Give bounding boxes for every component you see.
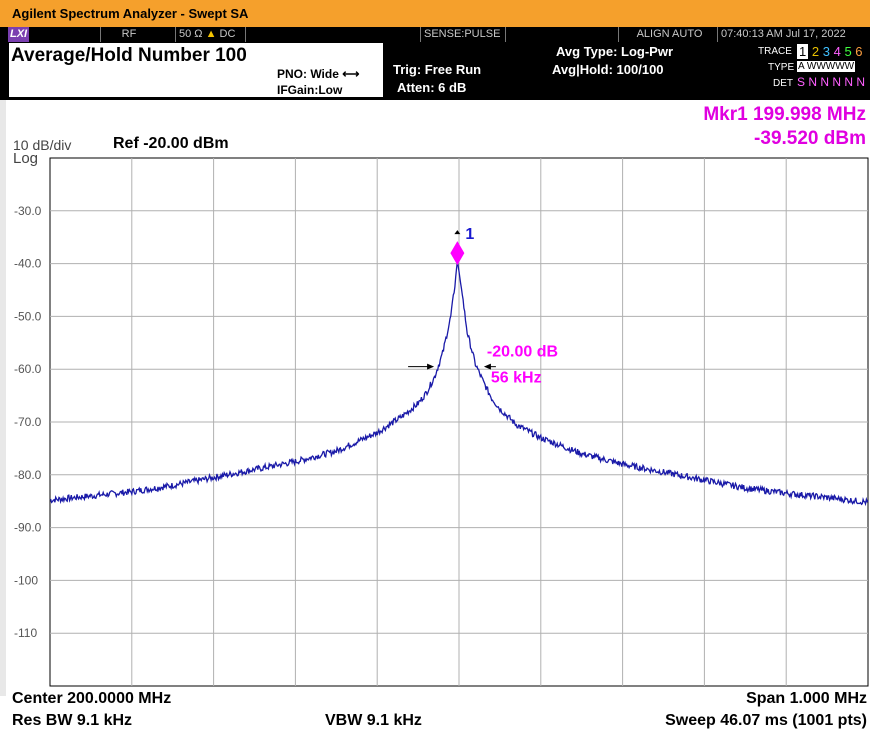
status-spacer [245,27,419,42]
trace-5[interactable]: 5 [844,44,852,59]
marker-freq-readout: Mkr1 199.998 MHz [703,104,866,125]
pno-label: PNO: Wide ⟷ [277,67,359,81]
setup-panel[interactable]: Average/Hold Number 100 PNO: Wide ⟷ IFGa… [9,43,383,97]
y-tick-label: -80.0 [14,468,42,482]
ref-level: Ref -20.00 dBm [113,135,229,152]
trace-label: TRACE [758,46,792,57]
trace-2[interactable]: 2 [811,44,820,59]
ndb-left-arrowhead [427,363,435,370]
scale-mode: Log [13,150,39,167]
status-bar: LXI RF 50 Ω ▲ DC SENSE:PULSE ALIGN AUTO … [0,27,870,42]
trigger-label: Trig: Free Run [393,62,482,77]
scale-per-div: 10 dB/div [13,137,72,153]
impedance-label: 50 Ω [179,28,203,40]
y-tick-labels: -30.0 -40.0 -50.0 -60.0 -70.0 -80.0 -90.0 -100 -… [14,204,42,640]
center-freq-label[interactable]: Center 200.0000 MHz [12,690,172,707]
trace-numbers[interactable]: 1 2 3 4 5 6 [797,44,863,59]
spectrum-plot[interactable]: -30.0 -40.0 -50.0 -60.0 -70.0 -80.0 -90.0 -100 -… [0,100,870,700]
lxi-logo: LXI [8,27,30,42]
ndb-right-arrowhead [483,363,491,370]
measurement-title: Average/Hold Number 100 [11,45,247,66]
type-value: A WWWWW [797,61,856,72]
y-tick-label: -90.0 [14,521,42,535]
arrow-both-icon: ⟷ [342,67,360,81]
marker-diamond [450,241,465,266]
avg-type-label: Avg Type: Log-Pwr [556,44,673,59]
atten-label: Atten: 6 dB [397,80,467,95]
ndb-level-label: -20.00 dB [487,344,558,361]
left-edge-strip [0,100,6,696]
marker-layer: 1 -20.00 dB 56 kHz [408,226,558,387]
align-label: ALIGN AUTO [618,27,717,42]
y-tick-label: -60.0 [14,362,42,376]
ifgain-label: IFGain:Low [277,83,343,97]
trace-3[interactable]: 3 [822,44,830,59]
ndb-bandwidth-label: 56 kHz [491,370,542,387]
trace-6[interactable]: 6 [855,44,863,59]
status-spacer-2 [505,27,619,42]
y-tick-label: -40.0 [14,257,42,271]
datetime-label: 07:40:13 AM Jul 17, 2022 [717,27,870,42]
trace-1-line [49,260,869,507]
trace-4[interactable]: 4 [833,44,841,59]
marker-amp-readout: -39.520 dBm [754,128,866,149]
input-port-label: RF [100,27,154,42]
coupling-indicator: 50 Ω ▲ DC [175,27,249,42]
window-title-bar: Agilent Spectrum Analyzer - Swept SA [0,0,870,27]
sweep-label[interactable]: Sweep 46.07 ms (1001 pts) [665,712,867,729]
vbw-label[interactable]: VBW 9.1 kHz [325,712,422,729]
avg-hold-label: Avg|Hold: 100/100 [552,62,664,77]
graticule [49,157,869,687]
sense-label: SENSE:PULSE [420,27,509,42]
marker-peak-tick [454,230,461,235]
det-value: S N N N N N [797,75,866,89]
y-tick-label: -110 [14,626,37,640]
y-tick-label: -30.0 [14,204,42,218]
y-tick-label: -100 [14,573,38,587]
marker-number-label: 1 [465,226,474,243]
type-label: TYPE [768,62,795,73]
det-label: DET [773,78,793,89]
coupling-mode-label: DC [219,28,236,40]
rbw-label[interactable]: Res BW 9.1 kHz [12,712,133,729]
span-label[interactable]: Span 1.000 MHz [746,690,867,707]
y-tick-label: -50.0 [14,309,42,323]
y-tick-label: -70.0 [14,415,42,429]
trace-1[interactable]: 1 [797,44,809,59]
window-title: Agilent Spectrum Analyzer - Swept SA [12,6,249,21]
pno-text: PNO: Wide [277,67,339,81]
warning-icon: ▲ [205,28,217,40]
